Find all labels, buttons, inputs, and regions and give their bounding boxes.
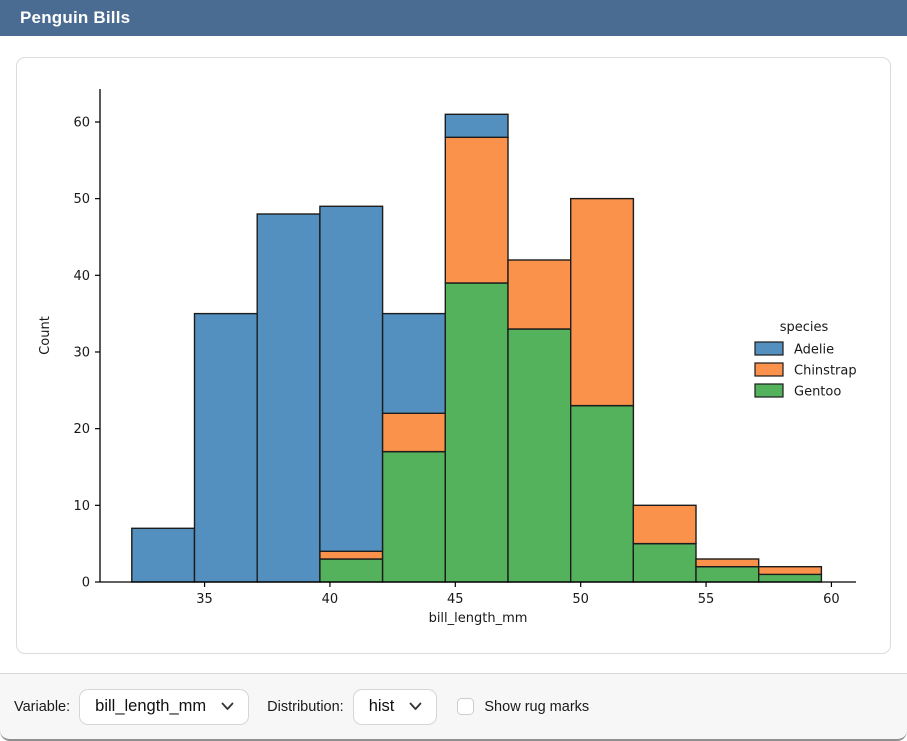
bar-segment-adelie-bin4	[319, 205, 384, 553]
legend-label-gentoo: Gentoo	[794, 385, 841, 400]
bar-segment-adelie-bin1	[131, 527, 196, 583]
x-tick-label: 50	[572, 592, 589, 607]
y-tick-label: 60	[73, 115, 90, 130]
legend-label-chinstrap: Chinstrap	[794, 364, 857, 379]
legend-swatch-chinstrap	[754, 362, 784, 377]
bar-segment-gentoo-bin8	[570, 405, 635, 583]
bar-segment-gentoo-bin4	[319, 558, 384, 583]
variable-select[interactable]: bill_length_mm	[79, 688, 250, 725]
rug-checkbox-label: Show rug marks	[484, 698, 590, 715]
bar-segment-chinstrap-bin6	[444, 136, 509, 284]
control-bar: Variable: bill_length_mm Distribution: h…	[0, 673, 907, 741]
y-tick-label: 30	[73, 345, 90, 360]
bar-segment-chinstrap-bin10	[695, 558, 760, 568]
y-tick-label: 20	[73, 422, 90, 437]
bar-segment-chinstrap-bin9	[632, 504, 697, 545]
x-tick-label: 45	[447, 592, 464, 607]
chart-card: 35 40 45 50 55 60 0 10 20 30 40 50 60 bill_length_mm C…	[16, 57, 891, 654]
x-tick-label: 55	[698, 592, 715, 607]
bar-segment-gentoo-bin9	[632, 543, 697, 583]
rug-checkbox[interactable]	[457, 698, 475, 715]
x-tick-label: 40	[322, 592, 339, 607]
bar-segment-chinstrap-bin4	[319, 550, 384, 560]
y-axis-label: Count	[38, 316, 53, 355]
variable-label: Variable:	[14, 698, 71, 715]
x-tick-label: 60	[823, 592, 840, 607]
legend-swatch-gentoo	[754, 383, 784, 398]
bar-segment-chinstrap-bin7	[507, 259, 572, 330]
bar-segment-adelie-bin6	[444, 113, 509, 138]
window-title: Penguin Bills	[20, 8, 131, 27]
bar-segment-chinstrap-bin5	[381, 412, 447, 453]
distribution-select[interactable]: hist	[352, 688, 438, 725]
distribution-label: Distribution:	[267, 698, 344, 715]
x-tick-label: 35	[196, 592, 213, 607]
x-axis-label: bill_length_mm	[429, 611, 528, 626]
bar-segment-gentoo-bin5	[381, 451, 447, 583]
bar-segment-adelie-bin3	[256, 213, 321, 583]
legend-swatch-adelie	[754, 341, 784, 356]
variable-select-value: bill_length_mm	[95, 697, 207, 715]
bar-segment-adelie-bin2	[193, 312, 258, 583]
y-tick-label: 40	[73, 269, 90, 284]
bar-segment-gentoo-bin6	[444, 282, 509, 583]
chevron-down-icon	[221, 698, 234, 716]
bar-segment-gentoo-bin7	[507, 328, 572, 583]
bar-segment-gentoo-bin11	[758, 573, 823, 583]
legend-label-adelie: Adelie	[794, 343, 834, 358]
bar-segment-gentoo-bin10	[695, 566, 760, 583]
histogram-svg: 35 40 45 50 55 60 0 10 20 30 40 50 60 bill_length_mm C…	[38, 89, 857, 626]
distribution-select-value: hist	[368, 697, 395, 715]
y-tick-label: 50	[73, 192, 90, 207]
legend-title: species	[780, 320, 829, 335]
y-tick-label: 0	[82, 576, 90, 591]
chevron-down-icon	[409, 698, 422, 716]
y-tick-label: 10	[73, 499, 90, 514]
bar-segment-chinstrap-bin11	[758, 566, 823, 576]
title-bar: Penguin Bills	[0, 0, 907, 36]
bar-segment-chinstrap-bin8	[570, 197, 635, 407]
bar-segment-adelie-bin5	[381, 312, 447, 415]
content-area: 35 40 45 50 55 60 0 10 20 30 40 50 60 bill_length_mm C…	[0, 36, 907, 654]
